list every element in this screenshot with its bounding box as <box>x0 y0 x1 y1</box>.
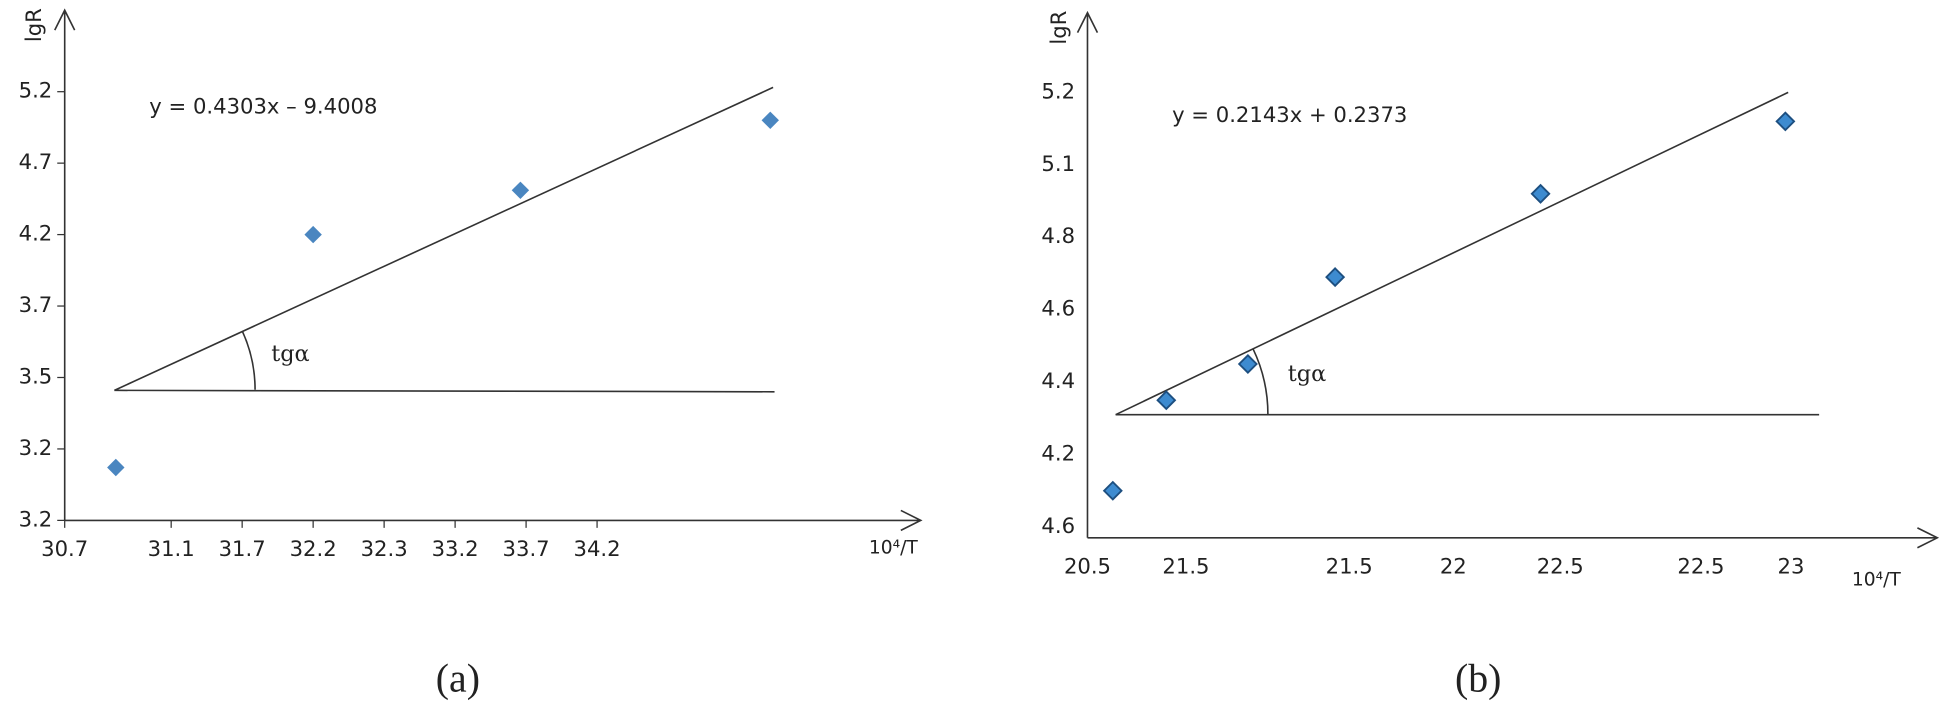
data-point <box>1530 183 1551 204</box>
y-tick-label: 3.2 <box>19 435 53 460</box>
x-axis <box>64 509 923 532</box>
y-tick-label: 5.2 <box>19 78 53 103</box>
angle-arc <box>241 330 256 390</box>
y-tick-label: 4.2 <box>19 221 53 246</box>
data-point <box>1775 111 1796 132</box>
data-point <box>1237 353 1258 375</box>
x-axis <box>1087 527 1940 549</box>
y-tick-label: 5.2 <box>1041 78 1075 103</box>
y-tick-label: 4.7 <box>19 149 53 174</box>
trendline <box>1115 91 1789 416</box>
y-tick-label: 3.5 <box>19 363 53 388</box>
y-tick-label: 4.6 <box>1041 513 1075 538</box>
y-tick-label: 3.2 <box>19 506 53 531</box>
data-point <box>761 111 779 129</box>
x-tick-label: 33.7 <box>503 536 550 561</box>
trendline <box>114 86 774 392</box>
y-axis <box>54 8 76 521</box>
y-tick-label: 3.7 <box>19 292 53 317</box>
x-tick-label: 33.2 <box>432 536 479 561</box>
data-point <box>511 181 530 200</box>
x-tick-label: 31.7 <box>219 536 266 561</box>
x-tick-label: 23 <box>1778 554 1805 579</box>
data-point <box>304 225 322 244</box>
y-tick-label: 4.6 <box>1041 296 1075 321</box>
equation: y = 0.2143x + 0.2373 <box>1172 102 1407 127</box>
x-tick-label: 21.5 <box>1162 554 1209 579</box>
angle-arc <box>1252 348 1269 415</box>
equation: y = 0.4303x – 9.4008 <box>149 93 377 118</box>
caption: (a) <box>436 656 480 700</box>
y-tick-label: 4.2 <box>1041 441 1075 466</box>
baseline <box>114 389 775 393</box>
x-tick-label: 32.2 <box>290 536 337 561</box>
y-tick-label: 4.4 <box>1041 368 1075 393</box>
x-tick-label: 30.7 <box>41 536 88 561</box>
data-point <box>1325 267 1346 288</box>
y-axis <box>1076 10 1099 538</box>
y-tick-label: 4.8 <box>1041 223 1075 248</box>
angle-label: tgα <box>271 341 309 367</box>
x-tick-label: 22.5 <box>1677 554 1724 579</box>
x-tick-label: 20.5 <box>1064 554 1111 579</box>
x-axis-label: 10⁴/T <box>869 537 919 558</box>
x-tick-label: 32.3 <box>361 536 408 561</box>
y-axis-label: lgR <box>21 8 46 42</box>
x-tick-label: 31.1 <box>148 536 195 561</box>
angle-label: tgα <box>1288 361 1326 387</box>
y-tick-label: 5.1 <box>1041 151 1075 176</box>
data-point <box>1102 480 1123 501</box>
caption: (b) <box>1455 656 1501 700</box>
data-point <box>107 458 125 477</box>
x-tick-label: 34.2 <box>574 536 621 561</box>
x-tick-label: 21.5 <box>1326 554 1373 579</box>
x-axis-label: 10⁴/T <box>1852 570 1902 591</box>
data-point <box>1156 390 1177 411</box>
x-tick-label: 22 <box>1440 554 1467 579</box>
y-axis-label: lgR <box>1046 10 1071 44</box>
x-tick-label: 22.5 <box>1537 554 1584 579</box>
